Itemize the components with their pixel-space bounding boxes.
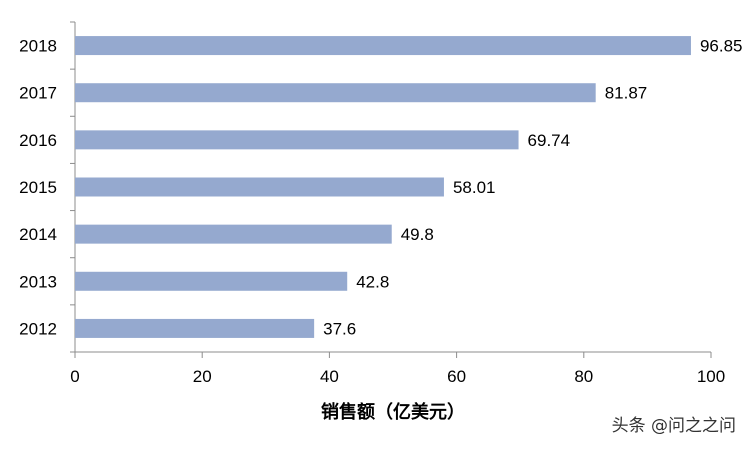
bar xyxy=(75,130,519,150)
x-axis-title: 销售额（亿美元） xyxy=(321,401,465,423)
bar xyxy=(75,36,691,56)
chart-bars xyxy=(75,36,691,338)
bar xyxy=(75,318,315,338)
bar xyxy=(75,271,348,291)
x-tick-label: 100 xyxy=(697,367,725,386)
y-tick-label: 2016 xyxy=(19,131,57,150)
data-label: 58.01 xyxy=(453,178,496,197)
bar xyxy=(75,224,392,244)
x-tick-labels: 0 20 40 60 80 100 xyxy=(70,367,725,386)
bar xyxy=(75,177,444,197)
y-tick-label: 2015 xyxy=(19,178,57,197)
data-label: 69.74 xyxy=(528,131,571,150)
y-tick-label: 2017 xyxy=(19,84,57,103)
y-tick-labels: 2012 2013 2014 2015 2016 2017 2018 xyxy=(19,37,57,339)
data-label: 49.8 xyxy=(401,225,434,244)
bar xyxy=(75,83,596,103)
y-tick-label: 2013 xyxy=(19,272,57,291)
y-tick-label: 2018 xyxy=(19,37,57,56)
data-label: 37.6 xyxy=(323,319,356,338)
x-tick-label: 60 xyxy=(447,367,466,386)
data-label: 81.87 xyxy=(605,84,648,103)
y-tick-label: 2012 xyxy=(19,319,57,338)
data-label: 42.8 xyxy=(356,272,389,291)
data-label: 96.85 xyxy=(700,37,743,56)
watermark: 头条 @问之之问 xyxy=(611,416,736,436)
x-tick-label: 20 xyxy=(193,367,212,386)
x-tick-label: 80 xyxy=(574,367,593,386)
y-tick-label: 2014 xyxy=(19,225,57,244)
x-tick-label: 0 xyxy=(70,367,79,386)
data-labels: 37.6 42.8 49.8 58.01 69.74 81.87 96.85 xyxy=(323,37,742,339)
x-tick-label: 40 xyxy=(320,367,339,386)
